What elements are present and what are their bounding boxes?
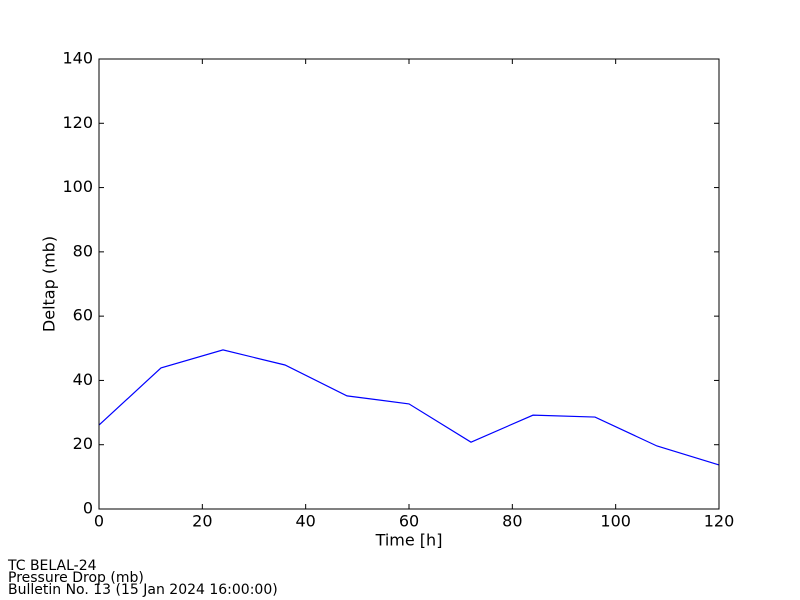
footer-line: Bulletin No. 13 (15 Jan 2024 16:00:00) xyxy=(8,582,278,598)
x-tick-label: 80 xyxy=(502,512,522,531)
x-tick-label: 0 xyxy=(94,512,104,531)
y-tick-label: 20 xyxy=(73,434,93,453)
y-tick-label: 100 xyxy=(62,177,93,196)
x-tick-label: 100 xyxy=(600,512,631,531)
x-tick-label: 60 xyxy=(399,512,419,531)
y-tick-label: 40 xyxy=(73,370,93,389)
x-tick-label: 120 xyxy=(704,512,735,531)
y-tick-label: 0 xyxy=(83,499,93,518)
x-axis-label: Time [h] xyxy=(375,531,443,550)
x-tick-label: 20 xyxy=(192,512,212,531)
footer-line: Pressure Drop (mb) xyxy=(8,570,144,586)
y-tick-label: 60 xyxy=(73,306,93,325)
data-line xyxy=(98,349,720,466)
plot-frame xyxy=(98,58,720,510)
y-tick-label: 80 xyxy=(73,241,93,260)
y-axis-label: Deltap (mb) xyxy=(40,236,59,332)
x-tick-label: 40 xyxy=(295,512,315,531)
y-tick-label: 120 xyxy=(62,113,93,132)
y-tick-label: 140 xyxy=(62,49,93,68)
footer-line: TC BELAL-24 xyxy=(7,558,97,574)
